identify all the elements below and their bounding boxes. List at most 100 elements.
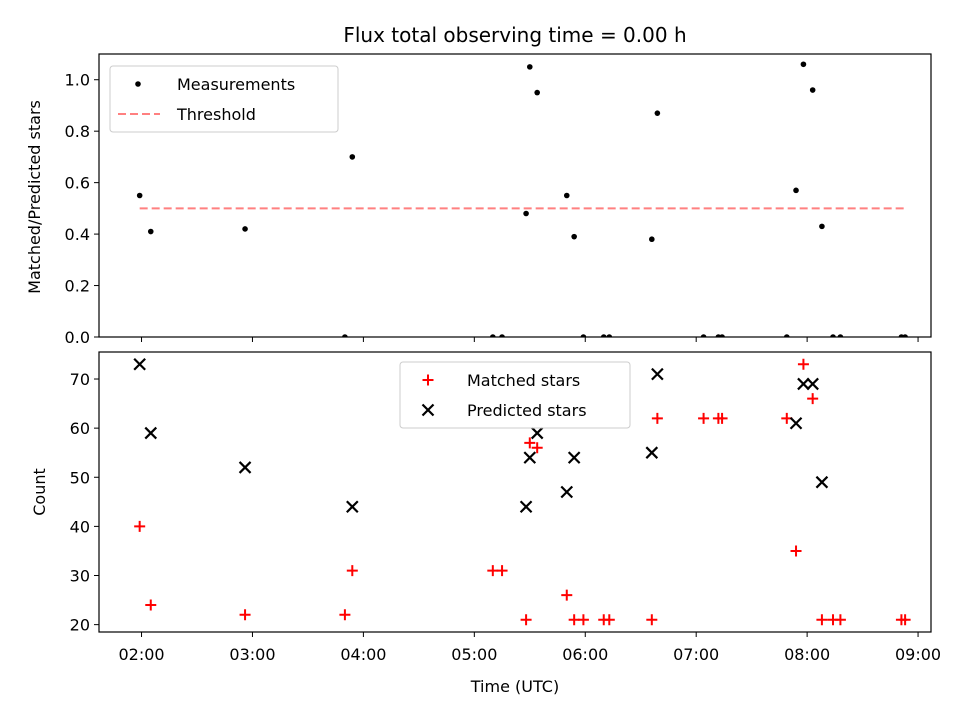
y-tick-label: 60 xyxy=(70,419,90,438)
x-tick-label: 04:00 xyxy=(340,645,386,664)
y-tick-label: 0.0 xyxy=(65,328,90,347)
bottom-y-axis-label: Count xyxy=(30,468,49,516)
measurement-point xyxy=(526,64,533,70)
matched-star-point xyxy=(524,437,536,449)
measurement-point xyxy=(342,334,348,337)
matched-star-point xyxy=(807,393,819,405)
matched-star-point xyxy=(603,614,615,626)
matched-star-point xyxy=(568,614,580,626)
measurement-point xyxy=(830,334,836,337)
matched-star-point xyxy=(145,599,157,611)
measurement-point xyxy=(534,89,540,96)
measurement-point xyxy=(700,334,707,337)
matched-star-point xyxy=(816,614,828,626)
predicted-star-point xyxy=(346,500,359,514)
predicted-star-point xyxy=(567,451,581,464)
measurement-point xyxy=(490,334,496,337)
legend-label: Threshold xyxy=(176,105,256,124)
y-tick-label: 70 xyxy=(70,370,90,389)
matched-star-point xyxy=(651,412,663,424)
matched-star-point xyxy=(134,520,146,532)
y-tick-label: 0.4 xyxy=(65,225,90,244)
x-tick-label: 02:00 xyxy=(118,645,164,664)
predicted-star-point xyxy=(530,426,544,440)
top-axes-frame xyxy=(98,53,932,338)
predicted-star-point xyxy=(645,446,659,459)
matched-star-point xyxy=(899,614,911,626)
measurement-point xyxy=(147,228,154,235)
y-tick-label: 0.2 xyxy=(65,277,90,296)
measurement-point xyxy=(499,334,505,337)
chart-title: Flux total observing time = 0.00 h xyxy=(343,23,686,47)
x-tick-label: 05:00 xyxy=(451,645,497,664)
measurement-point xyxy=(809,87,816,93)
measurement-point xyxy=(649,236,655,243)
predicted-star-point xyxy=(651,367,664,381)
measurement-point xyxy=(837,334,844,337)
measurement-point xyxy=(793,187,799,194)
predicted-star-point xyxy=(133,358,146,371)
matched-star-point xyxy=(346,565,358,577)
matched-star-point xyxy=(561,589,573,601)
top-legend: Measurements Threshold xyxy=(109,65,339,133)
matched-star-point xyxy=(487,565,499,577)
y-tick-label: 50 xyxy=(70,468,90,487)
predicted-star-point xyxy=(560,485,574,499)
matched-star-point xyxy=(577,614,589,626)
measurement-point xyxy=(800,61,807,68)
matched-star-point xyxy=(797,358,809,370)
y-tick-label: 40 xyxy=(70,517,90,536)
predicted-star-point xyxy=(806,377,819,391)
matched-star-point xyxy=(520,614,532,626)
legend-label: Predicted stars xyxy=(467,401,587,420)
bottom-axes-frame xyxy=(98,351,932,633)
x-tick-label: 08:00 xyxy=(784,645,830,664)
legend-box xyxy=(399,361,631,429)
bottom-legend: Matched stars Predicted stars xyxy=(399,361,631,429)
predicted-star-point xyxy=(815,475,829,489)
y-tick-label: 0.8 xyxy=(65,122,90,141)
x-tick-label: 06:00 xyxy=(562,645,608,664)
matched-star-point xyxy=(496,565,508,577)
matched-star-point xyxy=(339,609,351,621)
measurement-point xyxy=(571,233,577,240)
measurement-point xyxy=(819,223,825,230)
measurement-point xyxy=(523,210,529,217)
y-tick-label: 1.0 xyxy=(65,71,90,90)
measurement-point xyxy=(600,334,607,337)
predicted-star-point xyxy=(144,426,158,440)
measurement-point xyxy=(719,334,725,337)
y-tick-label: 20 xyxy=(70,616,90,635)
y-tick-label: 30 xyxy=(70,567,90,586)
x-axis-label: Time (UTC) xyxy=(470,677,559,696)
predicted-star-point xyxy=(797,377,810,391)
top-plot-area: 0.0 0.2 0.4 0.6 0.8 1.0 Measurements Threshold xyxy=(65,53,932,347)
legend-symbol xyxy=(422,374,434,386)
x-tick-label: 07:00 xyxy=(673,645,719,664)
matched-star-point xyxy=(790,545,802,557)
predicted-star-point xyxy=(523,451,537,464)
matched-star-point xyxy=(698,412,710,424)
bottom-plot-area: 20 30 40 50 60 70 02:00 03:00 04:00 05:00 06:00 07:… xyxy=(70,351,941,664)
legend-label: Measurements xyxy=(177,75,295,94)
predicted-star-point xyxy=(238,461,252,474)
predicted-star-point xyxy=(519,500,533,514)
measurement-point xyxy=(783,334,790,337)
measurement-point xyxy=(563,192,570,199)
measurement-point xyxy=(902,334,908,337)
matched-star-point xyxy=(239,609,251,621)
measurement-point xyxy=(580,334,587,337)
matched-star-point xyxy=(531,442,543,454)
measurement-point xyxy=(136,192,143,199)
x-tick-label: 09:00 xyxy=(895,645,941,664)
predicted-star-point xyxy=(789,416,803,430)
measurement-point xyxy=(242,226,248,232)
y-tick-label: 0.6 xyxy=(65,174,90,193)
top-y-axis-label: Matched/Predicted stars xyxy=(25,100,44,294)
legend-label: Matched stars xyxy=(467,371,580,390)
measurement-point xyxy=(349,154,356,160)
x-tick-label: 03:00 xyxy=(229,645,275,664)
legend-box xyxy=(109,65,339,133)
measurement-point xyxy=(654,110,661,116)
